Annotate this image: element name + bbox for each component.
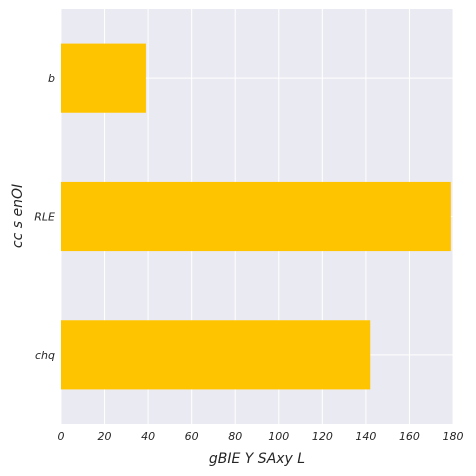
x-tick-label: 40 bbox=[141, 430, 155, 443]
x-tick-label: 20 bbox=[98, 430, 112, 443]
x-tick-label: 60 bbox=[185, 430, 199, 443]
x-tick-label: 0 bbox=[58, 430, 65, 443]
x-tick-label: 100 bbox=[268, 430, 289, 443]
y-axis-label: cc s enOI bbox=[10, 184, 26, 248]
x-tick-label: 120 bbox=[312, 430, 333, 443]
x-axis-label: gBIE Y SAxy L bbox=[209, 451, 305, 467]
x-tick-label: 80 bbox=[228, 430, 242, 443]
bar-chq bbox=[61, 320, 371, 390]
x-tick-label: 180 bbox=[443, 430, 464, 443]
x-axis-ticks: 0 20 40 60 80 100 120 140 160 180 bbox=[58, 430, 464, 443]
y-tick-label: chq bbox=[35, 349, 55, 362]
bar-rle bbox=[61, 181, 451, 252]
x-tick-label: 140 bbox=[355, 430, 376, 443]
bars bbox=[61, 43, 451, 390]
y-tick-label: b bbox=[48, 72, 55, 85]
y-tick-label: RLE bbox=[34, 211, 55, 224]
x-tick-label: 160 bbox=[399, 430, 420, 443]
bar-b bbox=[61, 43, 146, 113]
y-axis-ticks: b RLE chq bbox=[34, 72, 55, 362]
